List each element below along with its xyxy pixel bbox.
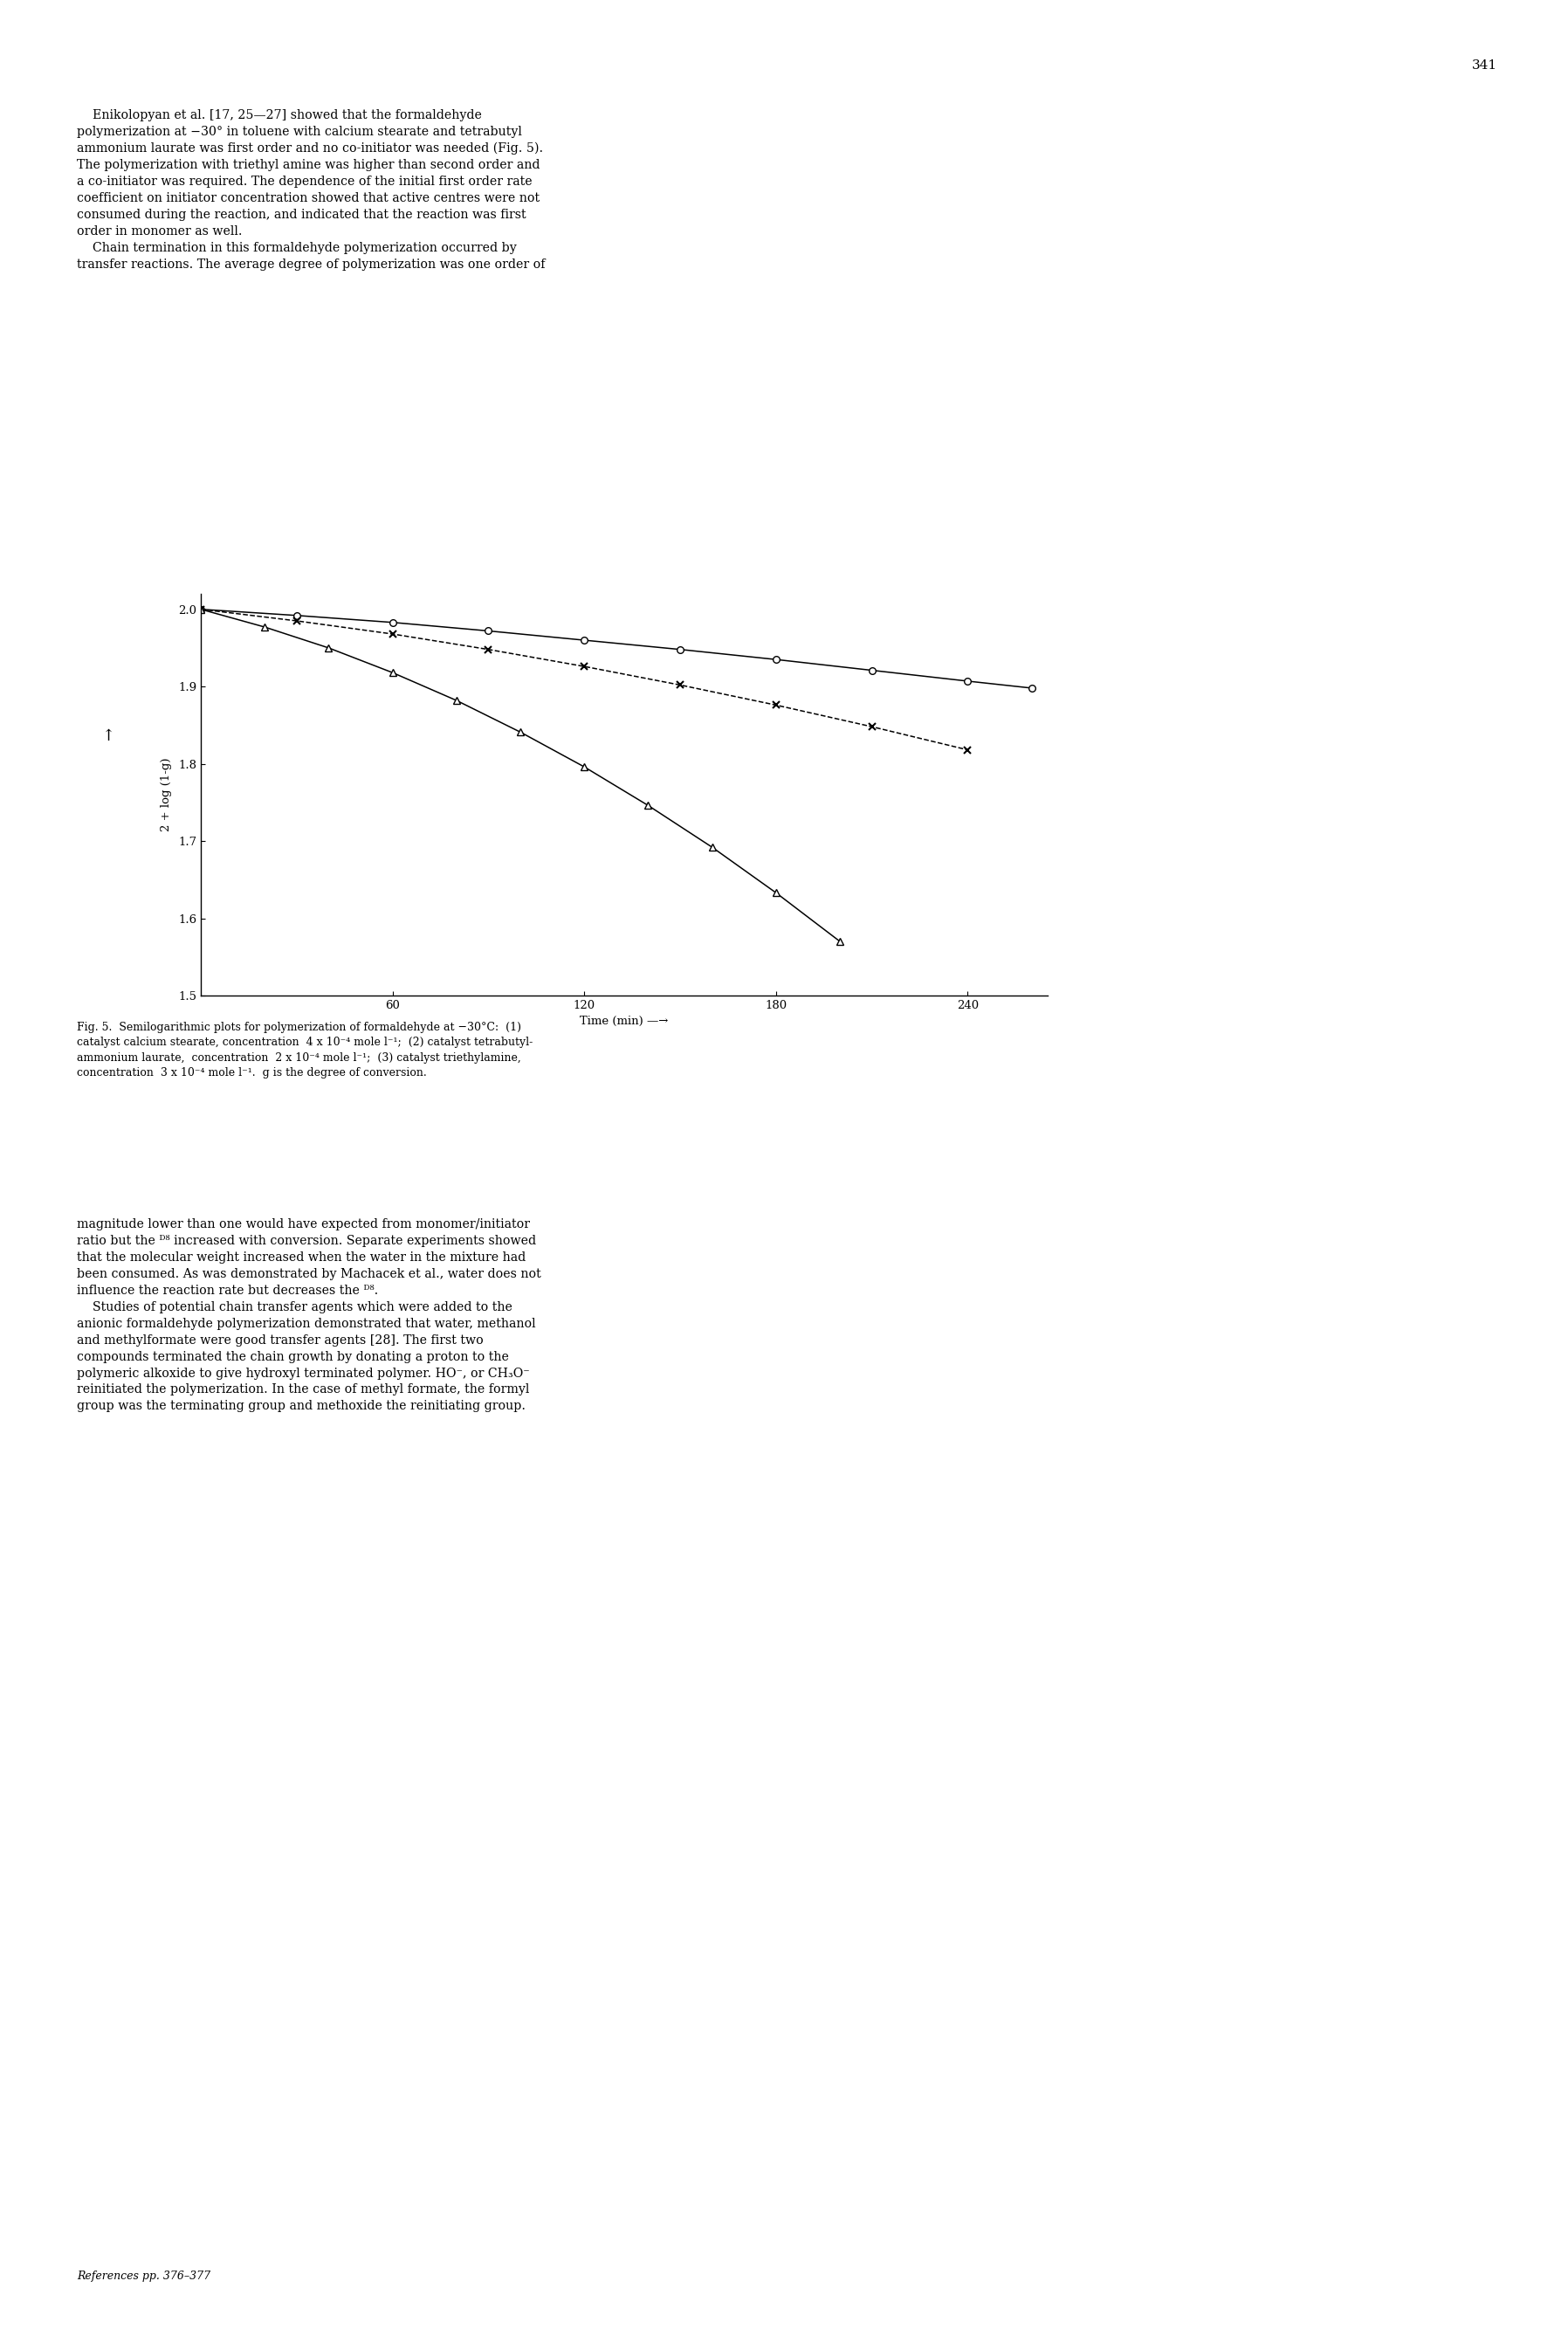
Text: Enikolopyan et al. [17, 25—27] showed that the formaldehyde
polymerization at −3: Enikolopyan et al. [17, 25—27] showed th… [77,108,546,270]
Text: magnitude lower than one would have expected from monomer/initiator
ratio but th: magnitude lower than one would have expe… [77,1217,541,1412]
Y-axis label: 2 + log (1-g): 2 + log (1-g) [160,757,172,832]
Text: References pp. 376–377: References pp. 376–377 [77,2270,210,2282]
X-axis label: Time (min) —→: Time (min) —→ [580,1015,668,1027]
Text: 341: 341 [1471,59,1497,70]
Text: Fig. 5.  Semilogarithmic plots for polymerization of formaldehyde at −30°C:  (1): Fig. 5. Semilogarithmic plots for polyme… [77,1022,533,1079]
Text: ↑: ↑ [102,729,114,745]
